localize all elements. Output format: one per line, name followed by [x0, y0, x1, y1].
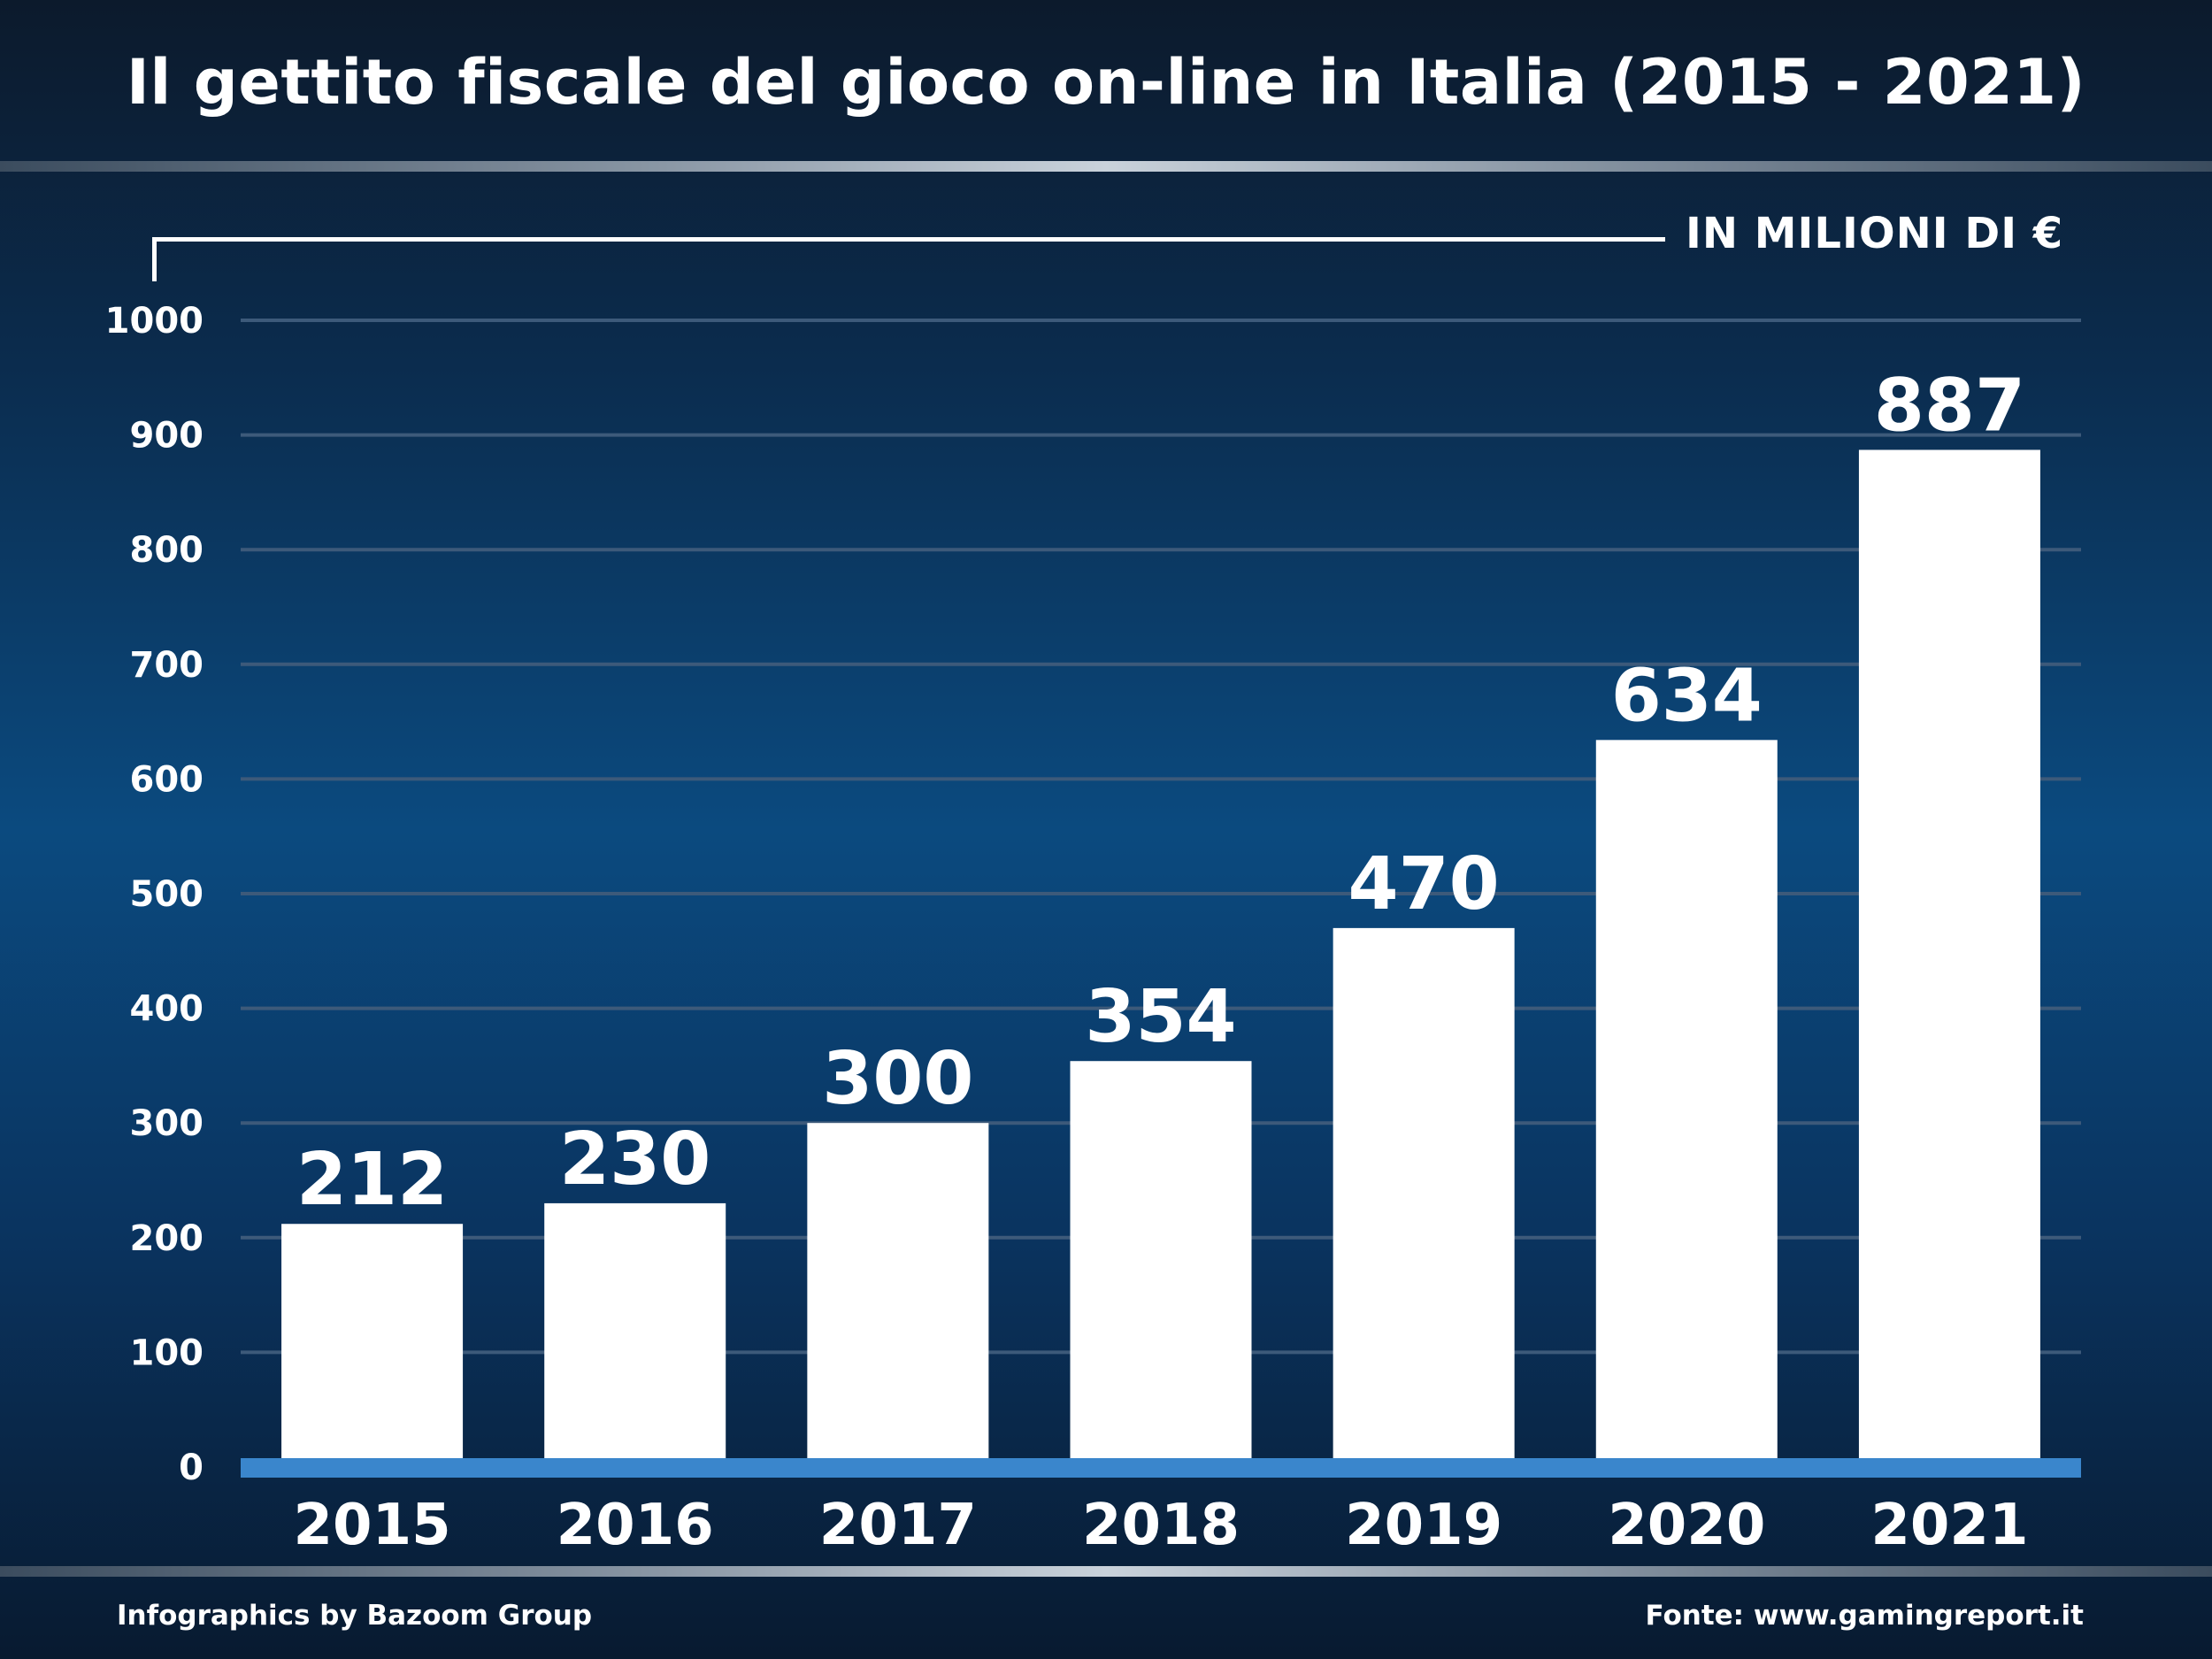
- x-tick-label: 2015: [294, 1493, 451, 1558]
- unit-label: IN MILIONI DI €: [1686, 209, 2064, 258]
- data-label: 634: [1611, 654, 1763, 738]
- top-separator: [0, 161, 2212, 172]
- y-tick-label: 200: [130, 1218, 204, 1259]
- y-tick-label: 1000: [105, 301, 204, 342]
- y-tick-label: 400: [130, 989, 204, 1030]
- y-tick-label: 700: [130, 645, 204, 686]
- bottom-separator: [0, 1566, 2212, 1577]
- y-tick-label: 0: [179, 1448, 204, 1488]
- x-tick-label: 2018: [1082, 1493, 1240, 1558]
- y-tick-label: 300: [130, 1103, 204, 1144]
- unit-bracket-line: [152, 237, 1665, 242]
- x-axis-baseline: [241, 1458, 2081, 1478]
- x-tick-label: 2020: [1608, 1493, 1765, 1558]
- chart-title: Il gettito fiscale del gioco on-line in …: [126, 46, 2086, 119]
- y-tick-label: 900: [130, 416, 204, 457]
- x-tick-label: 2019: [1345, 1493, 1502, 1558]
- footer-credit: Infographics by Bazoom Group: [117, 1600, 593, 1632]
- bar: [1595, 740, 1778, 1467]
- y-tick-label: 100: [130, 1333, 204, 1373]
- y-tick-label: 800: [130, 530, 204, 571]
- bar: [1858, 449, 2040, 1467]
- data-label: 354: [1085, 975, 1236, 1059]
- data-label: 887: [1874, 364, 2025, 448]
- bar: [281, 1224, 464, 1467]
- bar: [1333, 927, 1515, 1467]
- bar: [544, 1202, 726, 1467]
- footer-source: Fonte: www.gamingreport.it: [1645, 1600, 2084, 1632]
- x-tick-label: 2016: [557, 1493, 714, 1558]
- data-label: 300: [822, 1037, 973, 1121]
- x-tick-label: 2017: [819, 1493, 977, 1558]
- data-label: 212: [296, 1138, 448, 1222]
- data-label: 230: [559, 1118, 710, 1202]
- data-label: 470: [1348, 842, 1500, 926]
- unit-bracket-tick: [152, 237, 157, 281]
- y-tick-label: 500: [130, 874, 204, 915]
- y-tick-label: 600: [130, 759, 204, 800]
- x-tick-label: 2021: [1870, 1493, 2028, 1558]
- bar: [1070, 1061, 1252, 1467]
- bar: [807, 1123, 989, 1467]
